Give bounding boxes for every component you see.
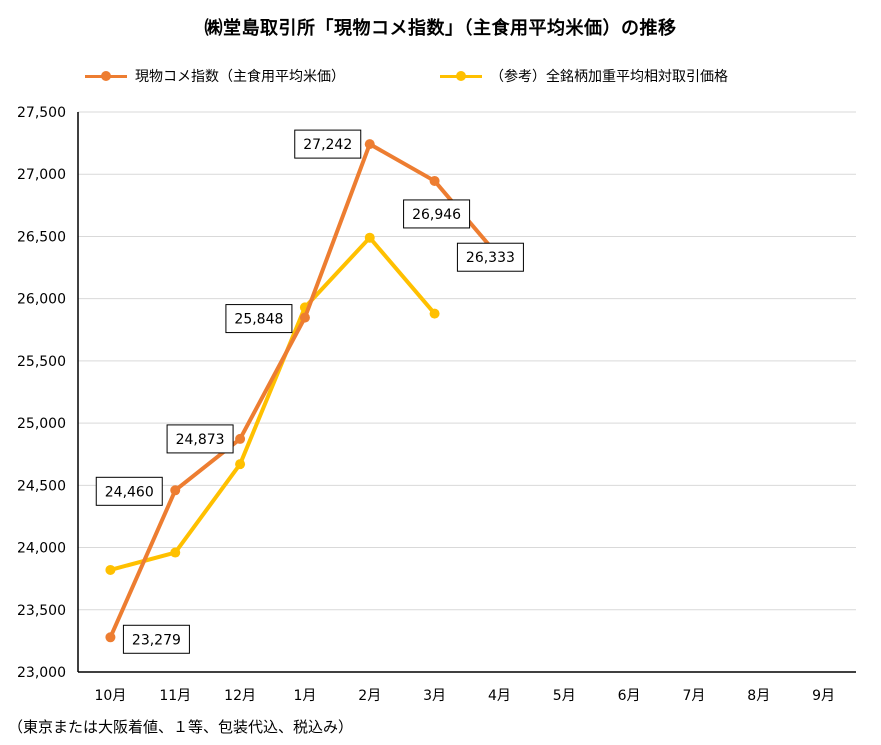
data-label-box [456, 242, 524, 272]
y-tick-label: 26,500 [17, 229, 66, 245]
data-label: 24,460 [105, 484, 154, 500]
x-tick-label: 8月 [747, 688, 770, 704]
legend-label: 現物コメ指数（主食用平均米価） [135, 69, 345, 85]
data-label-box [403, 199, 471, 229]
data-point-reference-price [235, 459, 246, 470]
y-tick-label: 27,000 [17, 167, 66, 183]
data-point-rice-index [235, 433, 246, 444]
x-tick-label: 2月 [358, 688, 381, 704]
x-tick-label: 3月 [423, 688, 446, 704]
legend-marker-yellow [440, 69, 482, 83]
data-point-rice-index [299, 312, 310, 323]
data-label: 26,333 [466, 250, 515, 266]
y-tick-label: 24,500 [17, 478, 66, 494]
series-line-reference-price [108, 235, 437, 572]
data-label-box [294, 129, 362, 159]
x-tick-label: 4月 [488, 688, 511, 704]
data-label: 25,848 [234, 312, 283, 328]
x-tick-label: 7月 [682, 688, 705, 704]
chart-title: ㈱堂島取引所「現物コメ指数」（主食用平均米価）の推移 [204, 18, 677, 39]
data-label: 27,242 [303, 137, 352, 153]
x-tick-label: 10月 [95, 688, 127, 704]
data-point-reference-price [429, 308, 440, 319]
x-tick-label: 12月 [224, 688, 256, 704]
legend-marker-orange [85, 69, 127, 83]
y-tick-label: 27,500 [17, 105, 66, 121]
x-tick-label: 6月 [618, 688, 641, 704]
legend-item-rice-index: 現物コメ指数（主食用平均米価） [85, 66, 345, 86]
y-tick-label: 25,500 [17, 354, 66, 370]
data-point-rice-index [105, 632, 116, 643]
x-tick-label: 5月 [553, 688, 576, 704]
data-label: 26,946 [412, 207, 461, 223]
x-tick-label: 9月 [812, 688, 835, 704]
y-tick-label: 25,000 [17, 416, 66, 432]
x-tick-label: 1月 [293, 688, 316, 704]
data-point-reference-price [170, 547, 181, 558]
source-footnote: （東京または大阪着値、１等、包装代込、税込み） [8, 718, 354, 736]
data-label-box [122, 624, 190, 654]
data-point-rice-index [429, 175, 440, 186]
x-tick-label: 11月 [159, 688, 191, 704]
y-tick-label: 26,000 [17, 292, 66, 308]
legend-label: （参考）全銘柄加重平均相対取引価格 [490, 69, 728, 85]
data-label: 24,873 [176, 432, 225, 448]
legend-item-reference-price: （参考）全銘柄加重平均相対取引価格 [440, 66, 728, 86]
data-label-box [95, 476, 163, 506]
y-tick-label: 24,000 [17, 541, 66, 557]
data-point-reference-price [105, 564, 116, 575]
y-tick-label: 23,500 [17, 603, 66, 619]
data-label-box [225, 304, 293, 334]
data-label: 23,279 [132, 632, 181, 648]
data-point-reference-price [364, 232, 375, 243]
data-label-box [166, 424, 234, 454]
y-tick-label: 23,000 [17, 665, 66, 681]
data-point-rice-index [170, 485, 181, 496]
data-point-rice-index [364, 139, 375, 150]
